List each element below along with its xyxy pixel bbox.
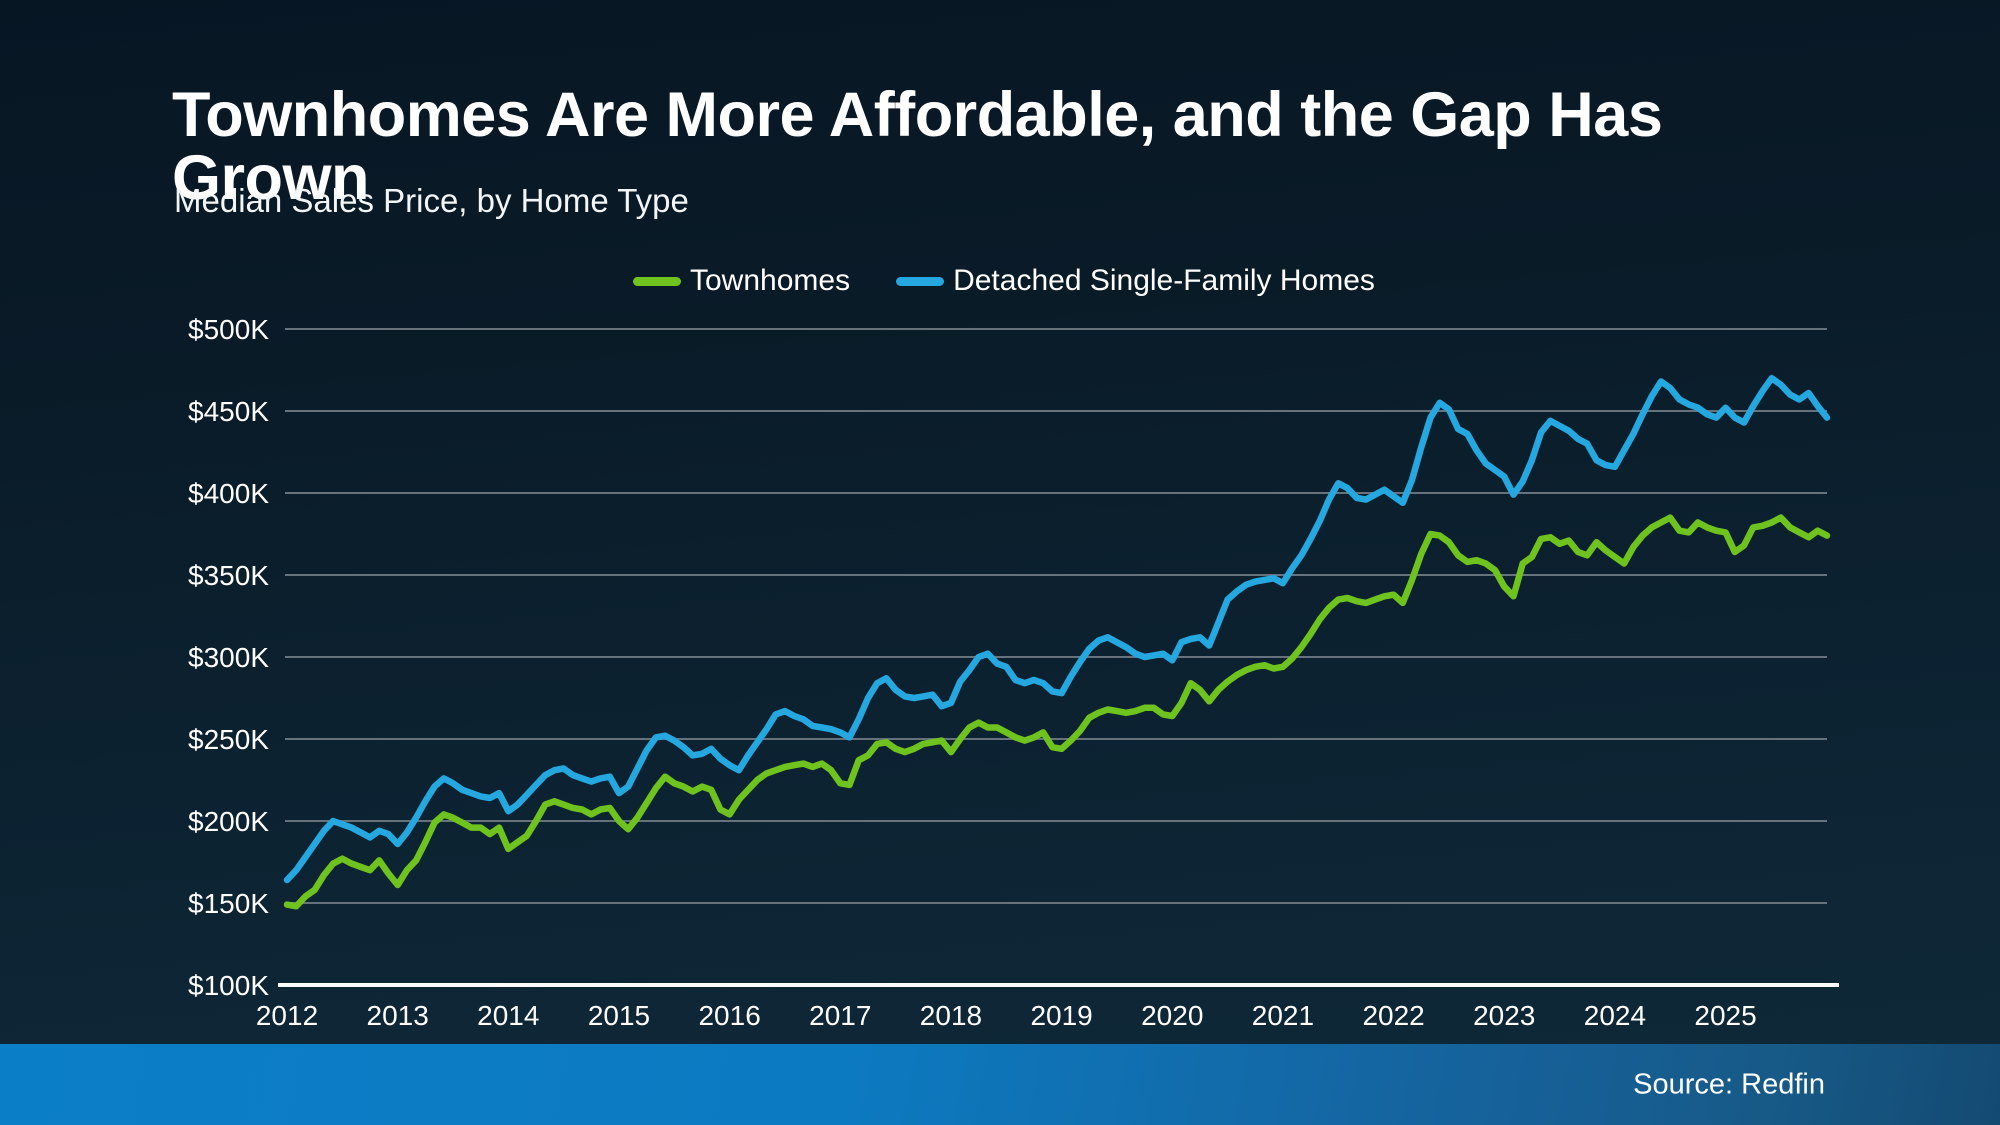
page-subtitle: Median Sales Price, by Home Type [174,182,689,219]
legend-label: Townhomes [690,264,851,297]
x-tick-label: 2021 [1252,1000,1314,1031]
chart-plot-area: $100K $150K $200K $250K $300K $350K $400K $450K… [188,314,1839,1031]
y-tick-label: $150K [188,888,269,919]
chart-legend: Townhomes Detached Single-Family Homes [633,264,1375,298]
y-tick-label: $200K [188,806,269,837]
y-tick-label: $300K [188,642,269,673]
y-tick-label: $350K [188,560,269,591]
x-tick-label: 2025 [1694,1000,1756,1031]
x-tick-label: 2017 [809,1000,871,1031]
y-tick-label: $100K [188,970,269,1001]
legend-swatch-detached-single-family-homes [896,276,945,286]
y-tick-label: $250K [188,724,269,755]
legend-item-townhomes: Townhomes [633,264,850,298]
x-tick-label: 2024 [1584,1000,1646,1031]
x-tick-label: 2022 [1362,1000,1424,1031]
x-tick-label: 2015 [588,1000,650,1031]
x-tick-label: 2014 [477,1000,539,1031]
legend-item-detached-single-family-homes: Detached Single-Family Homes [896,264,1375,298]
x-tick-label: 2018 [920,1000,982,1031]
x-tick-label: 2023 [1473,1000,1535,1031]
x-tick-label: 2013 [367,1000,429,1031]
page-title: Townhomes Are More Affordable, and the G… [172,80,1663,213]
y-tick-label: $400K [188,478,269,509]
x-tick-label: 2020 [1141,1000,1203,1031]
legend-swatch-townhomes [633,276,681,286]
x-tick-label: 2019 [1030,1000,1092,1031]
legend-label: Detached Single-Family Homes [953,264,1375,297]
y-tick-label: $500K [188,314,269,345]
y-tick-label: $450K [188,396,269,427]
x-tick-label: 2012 [256,1000,318,1031]
detached-single-family-homes-line [283,374,1831,884]
townhomes-line [283,514,1831,910]
source-attribution: Source: Redfin [1633,1068,1825,1100]
x-tick-label: 2016 [698,1000,760,1031]
source-bar: Source: Redfin [0,1044,2000,1125]
